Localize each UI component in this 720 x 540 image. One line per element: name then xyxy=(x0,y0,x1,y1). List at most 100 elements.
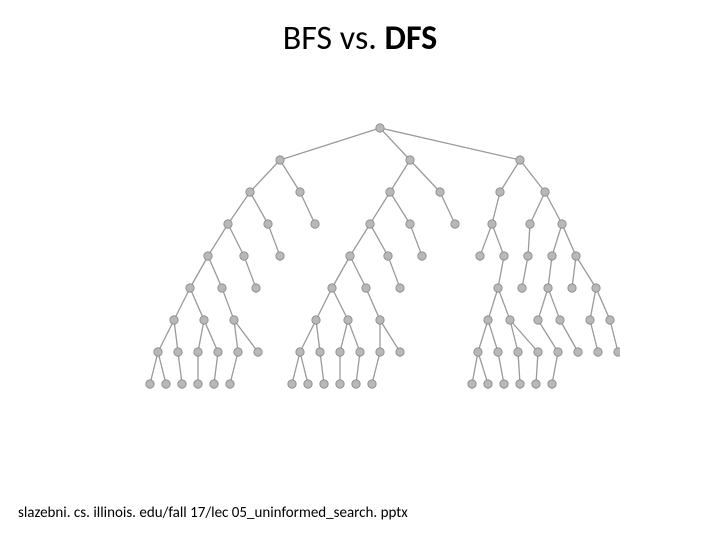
tree-edge xyxy=(244,256,256,288)
tree-edge xyxy=(320,352,324,384)
tree-node xyxy=(200,316,208,324)
tree-node xyxy=(524,252,532,260)
tree-edge xyxy=(610,320,618,352)
tree-edge xyxy=(488,288,498,320)
tree-node xyxy=(384,252,392,260)
tree-edge xyxy=(440,192,455,224)
tree-edge xyxy=(560,320,578,352)
tree-node xyxy=(328,284,336,292)
tree-edge xyxy=(348,320,360,352)
tree-edge xyxy=(536,352,538,384)
tree-edge xyxy=(390,160,410,192)
tree-edge xyxy=(372,352,380,384)
tree-node xyxy=(516,156,524,164)
tree-node xyxy=(296,348,304,356)
source-citation: slazebni. cs. illinois. edu/fall 17/lec … xyxy=(18,504,408,522)
tree-edge xyxy=(596,288,610,320)
tree-node xyxy=(406,220,414,228)
tree-edge xyxy=(316,320,320,352)
tree-edge xyxy=(388,256,400,288)
tree-node xyxy=(311,220,319,228)
tree-node xyxy=(568,284,576,292)
tree-edge xyxy=(572,256,576,288)
tree-node xyxy=(592,284,600,292)
tree-node xyxy=(474,348,482,356)
tree-node xyxy=(544,284,552,292)
tree-node xyxy=(532,380,540,388)
tree-edge xyxy=(370,192,390,224)
tree-node xyxy=(494,284,502,292)
tree-node xyxy=(468,380,476,388)
tree-edge xyxy=(498,352,504,384)
tree-edge xyxy=(190,288,204,320)
tree-node xyxy=(356,348,364,356)
tree-edge xyxy=(410,160,440,192)
tree-edge xyxy=(472,352,478,384)
tree-edge xyxy=(488,320,498,352)
tree-node xyxy=(362,284,370,292)
tree-edge xyxy=(350,224,370,256)
tree-node xyxy=(252,284,260,292)
tree-edge xyxy=(390,192,410,224)
tree-node xyxy=(476,252,484,260)
tree-node xyxy=(376,316,384,324)
tree-node xyxy=(276,156,284,164)
tree-edge xyxy=(214,352,218,384)
tree-node xyxy=(376,124,384,132)
tree-node xyxy=(246,188,254,196)
tree-edge xyxy=(366,288,380,320)
tree-node xyxy=(574,348,582,356)
tree-edge xyxy=(228,224,244,256)
tree-node xyxy=(554,348,562,356)
tree-node xyxy=(226,380,234,388)
tree-edge xyxy=(576,256,596,288)
tree-edge xyxy=(350,256,366,288)
tree-edge xyxy=(340,320,348,352)
tree-node xyxy=(224,220,232,228)
tree-edge xyxy=(590,288,596,320)
tree-edge xyxy=(518,352,520,384)
tree-node xyxy=(218,284,226,292)
tree-edge xyxy=(498,256,504,288)
tree-node xyxy=(162,380,170,388)
tree-node xyxy=(186,284,194,292)
tree-node xyxy=(194,380,202,388)
tree-node xyxy=(194,348,202,356)
tree-node xyxy=(548,252,556,260)
tree-node xyxy=(614,348,620,356)
tree-edge xyxy=(300,192,315,224)
tree-node xyxy=(556,316,564,324)
tree-node xyxy=(352,380,360,388)
tree-node xyxy=(516,380,524,388)
tree-node xyxy=(146,380,154,388)
tree-node xyxy=(276,252,284,260)
tree-node xyxy=(488,220,496,228)
tree-edge xyxy=(478,320,488,352)
tree-edge xyxy=(562,224,576,256)
tree-node xyxy=(594,348,602,356)
tree-node xyxy=(558,220,566,228)
tree-edge xyxy=(150,352,158,384)
tree-node xyxy=(396,348,404,356)
tree-node xyxy=(606,316,614,324)
tree-edge xyxy=(178,352,182,384)
title-part1: BFS vs. xyxy=(283,18,385,59)
tree-node xyxy=(418,252,426,260)
tree-node xyxy=(288,380,296,388)
tree-edge xyxy=(380,320,400,352)
tree-edge xyxy=(208,224,228,256)
tree-node xyxy=(451,220,459,228)
tree-node xyxy=(304,380,312,388)
tree-node xyxy=(396,284,404,292)
tree-edge xyxy=(478,352,488,384)
tree-node xyxy=(204,252,212,260)
tree-node xyxy=(240,252,248,260)
tree-edge xyxy=(280,160,300,192)
tree-edge xyxy=(528,224,530,256)
tree-edge xyxy=(545,192,562,224)
slide-title: BFS vs. DFS xyxy=(0,18,720,59)
tree-edge xyxy=(492,192,500,224)
tree-node xyxy=(506,316,514,324)
tree-edge xyxy=(158,320,174,352)
tree-edge xyxy=(190,256,208,288)
